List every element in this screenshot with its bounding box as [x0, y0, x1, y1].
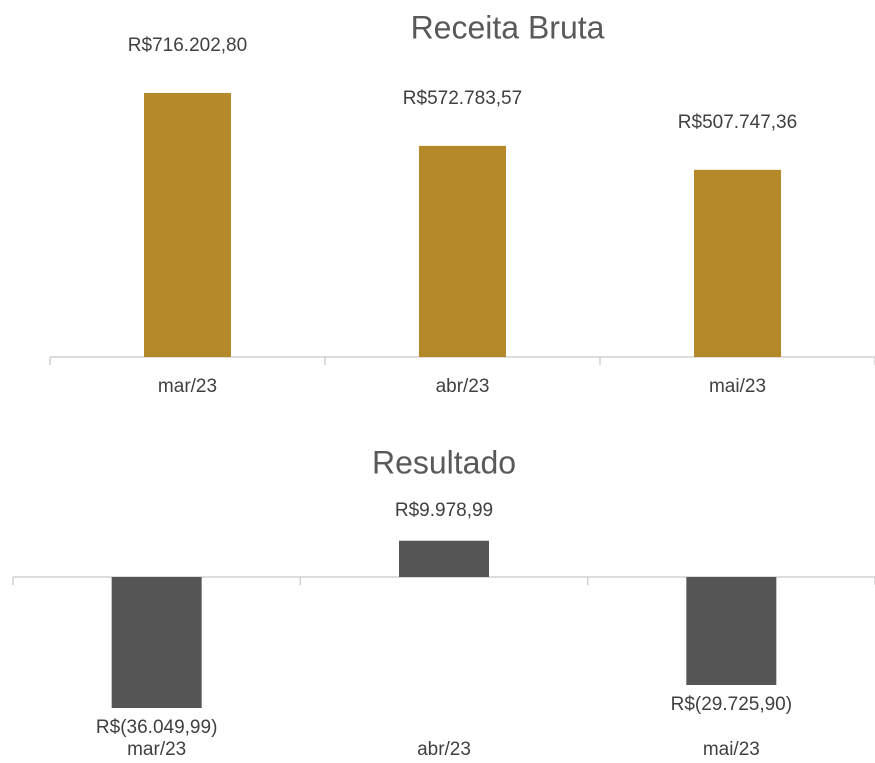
- x-tick-label: mar/23: [127, 739, 186, 760]
- x-tick-label: mai/23: [709, 376, 766, 397]
- bar: [694, 169, 781, 357]
- chart-title: Resultado: [372, 444, 516, 480]
- bar: [144, 93, 231, 357]
- bar: [399, 540, 489, 577]
- data-label: R$9.978,99: [395, 500, 493, 521]
- data-label: R$(36.049,99): [96, 717, 217, 738]
- x-tick-label: abr/23: [436, 376, 490, 397]
- data-label: R$(29.725,90): [671, 694, 792, 715]
- bar: [419, 145, 506, 357]
- data-label: R$507.747,36: [678, 112, 797, 133]
- data-label: R$716.202,80: [128, 35, 247, 56]
- chart-title: Receita Bruta: [411, 9, 605, 45]
- data-label: R$572.783,57: [403, 88, 522, 109]
- x-tick-label: mai/23: [703, 739, 760, 760]
- x-tick-label: abr/23: [417, 739, 471, 760]
- x-tick-label: mar/23: [158, 376, 217, 397]
- bar: [686, 577, 777, 686]
- bar: [111, 577, 202, 708]
